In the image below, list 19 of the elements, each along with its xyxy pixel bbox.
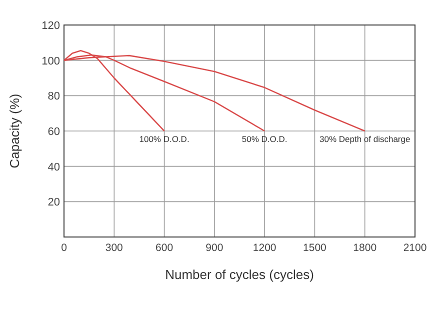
y-axis-title: Capacity (%) — [7, 94, 22, 168]
y-tick-label: 60 — [48, 126, 60, 138]
series-label: 100% D.O.D. — [139, 134, 190, 144]
y-tick-label: 40 — [48, 161, 60, 174]
x-tick-label: 1500 — [303, 242, 327, 254]
y-tick-label: 20 — [48, 196, 60, 209]
series-label: 30% Depth of discharge — [319, 134, 410, 144]
x-tick-label: 600 — [156, 242, 174, 254]
y-tick-label: 80 — [48, 90, 60, 103]
x-tick-label: 1200 — [252, 242, 276, 254]
x-tick-label: 300 — [105, 242, 124, 254]
y-tick-label: 120 — [42, 20, 60, 32]
x-tick-label: 0 — [61, 242, 68, 254]
x-axis-title: Number of cycles (cycles) — [165, 267, 314, 282]
y-tick-label: 100 — [42, 55, 60, 68]
series-label: 50% D.O.D. — [242, 134, 288, 144]
x-tick-label: 900 — [206, 242, 224, 254]
x-tick-label: 2100 — [403, 242, 427, 254]
x-tick-label: 1800 — [353, 242, 377, 254]
